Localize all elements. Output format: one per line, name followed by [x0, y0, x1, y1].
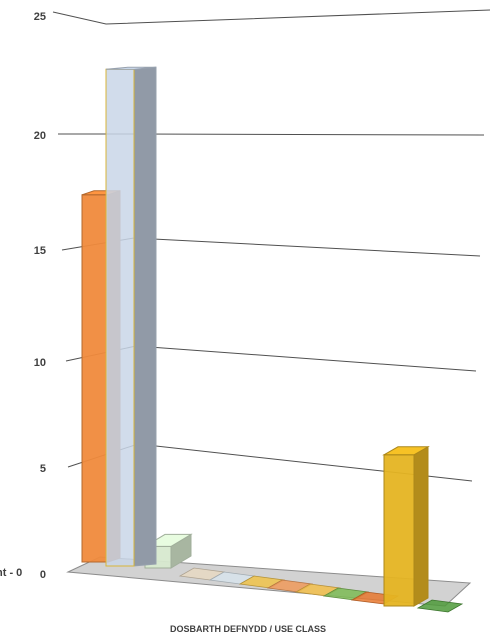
y-tick-label: 5 — [40, 463, 46, 475]
y-axis-tick-labels: 0 5 10 15 20 25 — [34, 11, 46, 581]
bar-side — [413, 445, 429, 607]
bar-side — [133, 66, 157, 567]
bar-front — [81, 194, 109, 563]
y-tick-label: 25 — [34, 11, 46, 23]
bar-3 — [143, 533, 193, 569]
bar-front — [383, 454, 415, 607]
bar-top — [105, 66, 157, 70]
y-tick-label: 0 — [40, 569, 46, 581]
y-tick-label: 15 — [34, 245, 46, 257]
bar-tile — [416, 599, 464, 613]
bar-2 — [105, 66, 157, 567]
bar-front — [105, 68, 135, 567]
bar-top — [382, 446, 430, 456]
gridline-25 — [52, 9, 491, 25]
bars — [81, 66, 464, 613]
y-tick-label: 10 — [34, 357, 46, 369]
x-axis-title: DOSBARTH DEFNYDD / USE CLASS — [170, 624, 326, 634]
bar-12 — [416, 599, 464, 613]
y-tick-label: 20 — [34, 130, 46, 142]
partial-axis-label: nt - 0 — [0, 567, 22, 579]
bar-11 — [382, 445, 430, 607]
